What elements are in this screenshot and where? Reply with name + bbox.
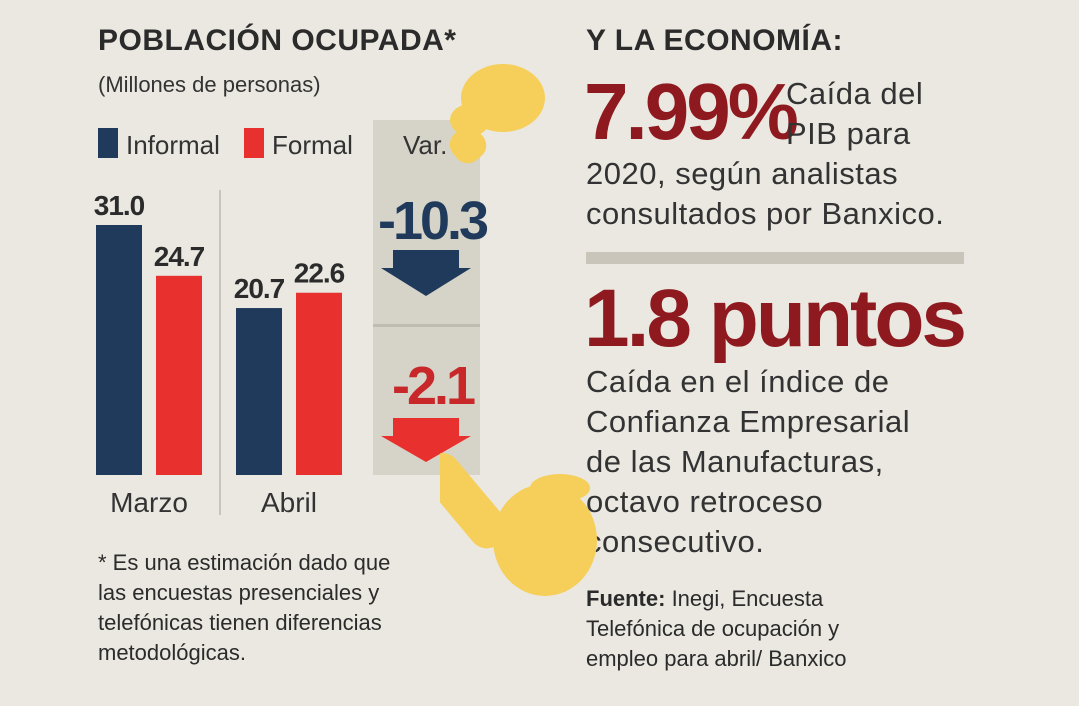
down-arrow-formal-icon <box>381 418 471 462</box>
stat-gdp-line: PIB para <box>786 116 911 151</box>
variation-divider <box>373 324 480 327</box>
stat-gdp-value: 7.99% <box>584 67 799 156</box>
footnote-line: las encuestas presenciales y <box>98 580 380 605</box>
data-label: 31.0 <box>94 190 145 221</box>
stat-gdp-line: 2020, según analistas <box>586 156 899 191</box>
legend-swatch-formal <box>244 128 264 158</box>
source-line: empleo para abril/ Banxico <box>586 646 847 671</box>
stat-confidence-line: Confianza Empresarial <box>586 404 911 439</box>
variation-formal-value: -2.1 <box>392 356 476 416</box>
stat-gdp-line: Caída del <box>786 76 924 111</box>
stat-gdp-text-a: Caída del PIB para <box>786 74 923 154</box>
footnote-line: * Es una estimación dado que <box>98 550 391 575</box>
economy-title: Y LA ECONOMÍA: <box>586 24 844 57</box>
stat-confidence-value: 1.8 puntos <box>584 273 967 364</box>
source-line: Telefónica de ocupación y <box>586 616 840 641</box>
legend-swatch-informal <box>98 128 118 158</box>
stat-confidence-line: Caída en el índice de <box>586 364 890 399</box>
footnote: * Es una estimación dado que las encuest… <box>98 548 390 668</box>
source: Fuente: Inegi, Encuesta Telefónica de oc… <box>586 584 846 674</box>
pointing-hand-up-icon <box>449 64 545 164</box>
bar-chart: 31.0 24.7 Marzo 20.7 22.6 Abril <box>94 190 346 518</box>
footnote-line: metodológicas. <box>98 640 246 665</box>
stat-confidence-line: de las Manufacturas, <box>586 444 884 479</box>
pointing-hand-down-icon <box>440 453 597 596</box>
bar-informal-marzo <box>96 225 142 475</box>
bar-formal-abril <box>296 292 342 475</box>
stat-confidence-line: consecutivo. <box>586 524 765 559</box>
data-label: 20.7 <box>234 273 285 304</box>
section-divider <box>586 252 964 264</box>
data-label: 24.7 <box>154 241 205 272</box>
bar-informal-abril <box>236 308 282 475</box>
legend-label-informal: Informal <box>126 130 220 160</box>
source-line: Inegi, Encuesta <box>665 586 824 611</box>
source-label: Fuente: <box>586 586 666 611</box>
bar-formal-marzo <box>156 275 202 475</box>
footnote-line: telefónicas tienen diferencias <box>98 610 382 635</box>
down-arrow-informal-icon <box>381 250 471 296</box>
stat-confidence-line: octavo retroceso <box>586 484 824 519</box>
chart-title: POBLACIÓN OCUPADA* <box>98 24 457 57</box>
chart-subtitle: (Millones de personas) <box>98 72 321 97</box>
category-label: Abril <box>261 487 317 518</box>
variation-informal-value: -10.3 <box>378 191 489 251</box>
data-label: 22.6 <box>294 258 345 289</box>
stat-confidence-text: Caída en el índice de Confianza Empresar… <box>586 362 910 562</box>
stat-gdp-line: consultados por Banxico. <box>586 196 945 231</box>
stat-gdp-text-b: 2020, según analistas consultados por Ba… <box>586 154 944 234</box>
variation-header: Var. <box>403 130 448 160</box>
variation-panel <box>373 120 480 475</box>
category-label: Marzo <box>110 487 188 518</box>
legend-label-formal: Formal <box>272 130 353 160</box>
